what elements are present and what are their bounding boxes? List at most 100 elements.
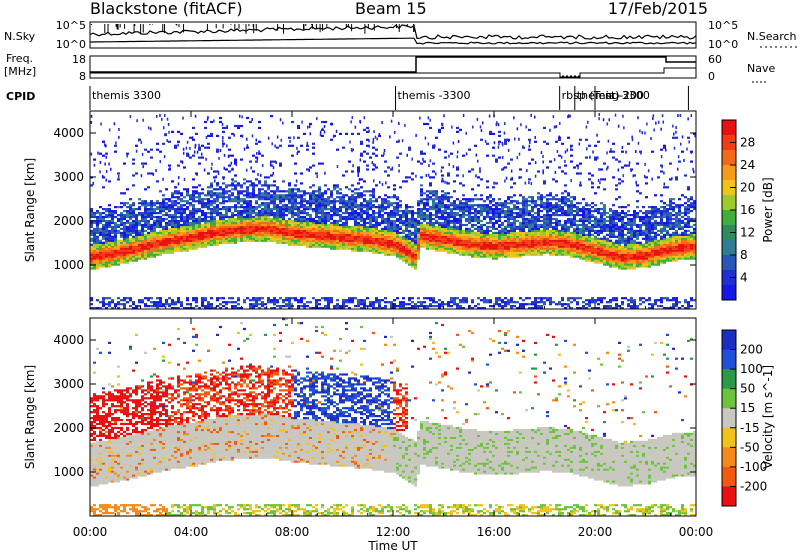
power-cell bbox=[141, 255, 144, 258]
power-cell bbox=[138, 206, 141, 209]
power-cell bbox=[495, 158, 498, 161]
power-cell bbox=[411, 239, 414, 242]
power-cell bbox=[321, 208, 324, 211]
power-cell bbox=[432, 225, 435, 228]
power-cell bbox=[264, 180, 267, 183]
power-cell bbox=[132, 301, 135, 304]
power-cell bbox=[498, 241, 501, 244]
power-cell bbox=[315, 231, 318, 234]
power-cell bbox=[372, 301, 375, 304]
power-cell bbox=[198, 307, 201, 309]
power-cell bbox=[354, 243, 357, 246]
power-cell bbox=[165, 231, 168, 234]
power-cell bbox=[258, 198, 261, 201]
power-cell bbox=[231, 182, 234, 185]
power-cell bbox=[396, 229, 399, 232]
power-cell bbox=[384, 297, 387, 300]
power-cell bbox=[162, 142, 165, 145]
power-cell bbox=[444, 208, 447, 211]
power-cell bbox=[435, 136, 438, 139]
power-cell bbox=[279, 219, 282, 223]
power-cell bbox=[306, 233, 309, 236]
power-cell bbox=[351, 208, 354, 211]
power-cell bbox=[123, 255, 126, 258]
power-cell bbox=[507, 219, 510, 223]
power-cell bbox=[345, 225, 348, 228]
power-cell bbox=[474, 235, 477, 238]
power-cell bbox=[306, 202, 309, 205]
power-cell bbox=[417, 233, 420, 236]
power-cell bbox=[507, 247, 510, 250]
power-cell bbox=[426, 227, 429, 230]
power-cell bbox=[393, 253, 396, 256]
power-cell bbox=[93, 265, 96, 268]
power-cell bbox=[504, 297, 507, 300]
power-cell bbox=[429, 225, 432, 228]
power-cell bbox=[522, 212, 525, 215]
power-cell bbox=[387, 249, 390, 252]
power-cell bbox=[156, 225, 159, 228]
power-cell bbox=[201, 219, 204, 223]
power-cell bbox=[489, 219, 492, 223]
power-cell bbox=[324, 206, 327, 209]
power-cell bbox=[384, 217, 387, 221]
power-cell bbox=[258, 237, 261, 240]
power-cell bbox=[207, 235, 210, 238]
power-cell bbox=[210, 212, 213, 215]
power-cell bbox=[306, 200, 309, 203]
power-cell bbox=[96, 227, 99, 230]
power-cell bbox=[441, 225, 444, 228]
power-cell bbox=[441, 190, 444, 193]
power-cell bbox=[288, 299, 291, 302]
power-cell bbox=[96, 229, 99, 232]
power-cell bbox=[312, 152, 315, 155]
power-cell bbox=[267, 184, 270, 187]
power-cell bbox=[486, 301, 489, 304]
power-cell bbox=[102, 247, 105, 250]
power-cell bbox=[534, 221, 537, 225]
power-cell bbox=[363, 190, 366, 193]
power-cell bbox=[165, 188, 168, 191]
power-cell bbox=[213, 235, 216, 238]
power-cell bbox=[297, 237, 300, 240]
power-cell bbox=[303, 215, 306, 219]
power-cell bbox=[408, 259, 411, 262]
power-cell bbox=[207, 142, 210, 145]
power-cell bbox=[495, 221, 498, 225]
power-cell bbox=[357, 196, 360, 199]
power-cell bbox=[141, 200, 144, 203]
power-cell bbox=[414, 257, 417, 260]
power-cell bbox=[435, 247, 438, 250]
power-cell bbox=[231, 192, 234, 195]
power-cell bbox=[549, 225, 552, 228]
power-cell bbox=[174, 303, 177, 306]
power-cell bbox=[528, 249, 531, 252]
power-cell bbox=[558, 154, 561, 157]
power-cell bbox=[318, 221, 321, 225]
power-cell bbox=[144, 247, 147, 250]
power-cell bbox=[390, 223, 393, 227]
power-cell bbox=[399, 305, 402, 308]
power-cell bbox=[207, 134, 210, 137]
power-cell bbox=[384, 219, 387, 223]
power-cell bbox=[189, 214, 192, 217]
power-cell bbox=[537, 192, 540, 195]
power-cell bbox=[345, 194, 348, 197]
power-cell bbox=[540, 307, 543, 309]
power-cell bbox=[291, 206, 294, 209]
power-cell bbox=[129, 305, 132, 308]
power-cell bbox=[135, 235, 138, 238]
power-cell bbox=[336, 235, 339, 238]
power-cell bbox=[96, 239, 99, 242]
power-cell bbox=[192, 212, 195, 215]
power-cell bbox=[345, 229, 348, 232]
power-cell bbox=[444, 243, 447, 246]
power-cell bbox=[204, 231, 207, 234]
power-cell bbox=[420, 194, 423, 197]
power-cell bbox=[129, 253, 132, 256]
power-cell bbox=[129, 239, 132, 242]
power-cell bbox=[246, 214, 249, 217]
power-cell bbox=[342, 204, 345, 207]
power-cell bbox=[96, 263, 99, 266]
power-cell bbox=[165, 221, 168, 225]
